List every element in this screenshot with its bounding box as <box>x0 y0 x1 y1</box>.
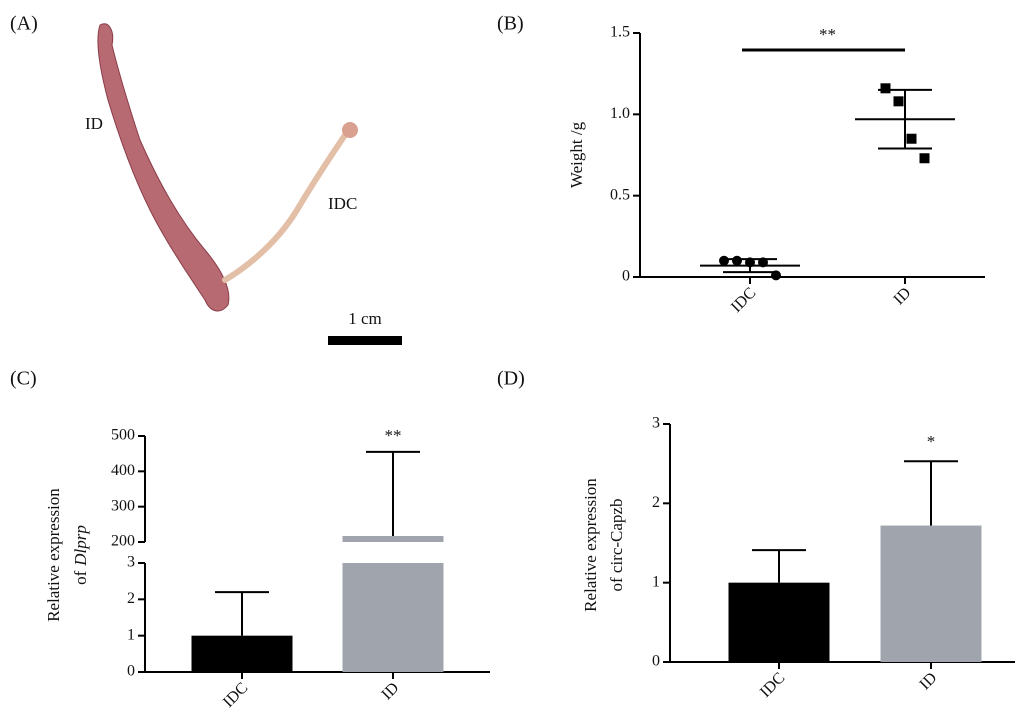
data-point <box>920 153 930 163</box>
bar <box>729 583 830 662</box>
y-tick-label: 3 <box>127 554 135 571</box>
y-tick-label: 1 <box>652 573 660 590</box>
x-tick-label: IDC <box>220 679 252 711</box>
y-tick-label: 1 <box>127 626 135 643</box>
panel-label: (C) <box>10 368 37 390</box>
significance: * <box>927 432 936 451</box>
y-tick-label: 300 <box>111 497 135 514</box>
scale-bar <box>328 336 402 345</box>
photo-label: ID <box>85 114 103 133</box>
photo-label: IDC <box>328 194 357 213</box>
idc-tip <box>342 122 358 138</box>
x-tick-label: ID <box>378 679 402 703</box>
x-tick-label: IDC <box>728 284 760 316</box>
y-axis-label-gene: Dlprp <box>71 525 90 567</box>
specimen-photo <box>98 24 402 345</box>
panel-label: (B) <box>497 13 524 35</box>
y-tick-label: 200 <box>111 533 135 550</box>
y-axis-label: of circ-Capzb <box>607 499 626 592</box>
idc-tissue <box>225 135 345 280</box>
y-axis-label-part: of circ-Capzb <box>607 499 626 592</box>
significance: ** <box>819 25 836 44</box>
y-axis-label: Relative expression <box>581 478 600 612</box>
y-tick-label: 2 <box>127 590 135 607</box>
figure: (A) ID IDC 1 cm (B) 0 0.5 1.0 1.5 Weight /g ID… <box>0 0 1024 718</box>
y-tick-label: 1.5 <box>610 24 630 41</box>
bar <box>881 526 982 662</box>
data-point <box>894 96 904 106</box>
y-axis-label: Weight /g <box>567 121 586 188</box>
y-axis-label: of Dlprp <box>71 525 90 585</box>
data-point <box>719 256 729 266</box>
scale-label: 1 cm <box>348 309 382 328</box>
y-tick-label: 2 <box>652 494 660 511</box>
data-point <box>907 134 917 144</box>
y-tick-label: 0 <box>652 653 660 670</box>
panel-label: (D) <box>497 368 525 390</box>
y-tick-label: 1.0 <box>610 105 630 122</box>
id-tissue <box>98 24 229 311</box>
data-point <box>732 256 742 266</box>
y-tick-label: 0 <box>127 663 135 680</box>
y-tick-label: 400 <box>111 462 135 479</box>
x-tick-label: IDC <box>757 669 789 701</box>
y-axis-label-part: of <box>71 570 90 585</box>
y-tick-label: 3 <box>652 415 660 432</box>
y-tick-label: 500 <box>111 427 135 444</box>
panel-label: (A) <box>10 13 38 35</box>
bar <box>343 563 444 672</box>
x-tick-label: ID <box>916 669 940 693</box>
page: { "image_panel": {"panel_label": "(A)", … <box>0 0 1024 718</box>
data-point <box>881 83 891 93</box>
bar <box>343 536 444 542</box>
bar <box>192 636 293 672</box>
x-tick-label: ID <box>890 284 914 308</box>
y-axis-label: Relative expression <box>44 488 63 622</box>
significance: ** <box>385 426 402 445</box>
y-tick-label: 0.5 <box>610 186 630 203</box>
y-tick-label: 0 <box>622 268 630 285</box>
